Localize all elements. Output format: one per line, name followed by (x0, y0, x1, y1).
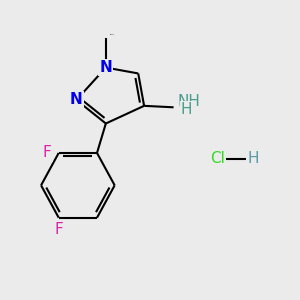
Text: methyl: methyl (110, 33, 115, 34)
Text: F: F (43, 146, 51, 160)
Text: H: H (181, 102, 192, 117)
Text: N: N (70, 92, 83, 107)
Text: Cl: Cl (210, 151, 225, 166)
Text: H: H (247, 151, 259, 166)
Text: N: N (100, 60, 112, 75)
Text: F: F (54, 222, 63, 237)
Text: NH: NH (178, 94, 201, 109)
